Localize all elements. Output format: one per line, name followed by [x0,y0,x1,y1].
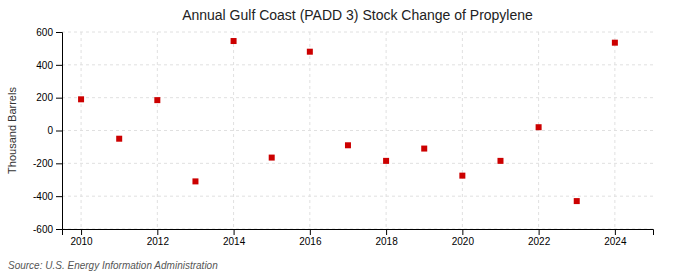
x-axis-tick: 2020 [452,229,475,247]
y-axis-tick: 0 [47,125,62,136]
grid [62,32,653,229]
y-axis-tick: -200 [33,158,62,169]
x-axis-tick-label: 2012 [147,236,170,247]
x-axis-tick-mark [81,229,82,235]
point [78,96,84,102]
point [383,158,389,164]
x-axis-tick-mark [310,229,311,235]
y-axis-tick-mark [56,98,62,99]
title: Annual Gulf Coast (PADD 3) Stock Change … [182,7,533,23]
x-axis-tick-mark [234,229,235,235]
y-axis-tick-label: 600 [36,27,53,38]
x-axis-tick-label: 2018 [375,236,398,247]
x-axis-tick: 2024 [604,229,627,247]
x-axis-tick: 2012 [147,229,170,247]
grid-line-y [62,32,653,33]
point [612,40,618,46]
x-axis-tick: 2014 [223,229,246,247]
y-axis-tick-mark [56,65,62,66]
y-axis-tick: -600 [33,224,62,235]
point [154,97,160,103]
x-axis-tick: 2010 [70,229,93,247]
grid-line-y [62,97,653,98]
x-axis-tick-label: 2010 [70,236,93,247]
y-axis-tick-mark [56,163,62,164]
x-axis-tick-mark [386,229,387,235]
point [421,146,427,152]
y-axis-tick: -400 [33,191,62,202]
grid-line-y [62,130,653,131]
annotation: Source: U.S. Energy Information Administ… [8,260,218,271]
grid-line-y [62,163,653,164]
x-axis-tick-label: 2022 [528,236,551,247]
y-axis-tick: 200 [36,92,62,103]
chart: 2010 2012 2014 2016 2018 2020 2022 2024 -600 -400… [0,0,675,275]
y-axis-tick-label: 400 [36,60,53,71]
y-axis-tick-label: -200 [33,158,53,169]
x-axis-tick: 2022 [528,229,551,247]
y-axis: -600 -400 -200 0 200 400 600 [33,27,63,235]
x-axis-tick: 2018 [375,229,398,247]
y-axis-tick-mark [56,131,62,132]
point [574,198,580,204]
y-axis-title: Thousand Barrels [6,87,18,174]
y-axis-tick-mark [56,229,62,230]
x-axis-tick-label: 2016 [299,236,322,247]
grid-line-x [462,32,463,229]
x-axis-tick-mark [462,229,463,235]
x-axis-tick-label: 2024 [604,236,627,247]
y-axis-tick-label: 0 [47,125,53,136]
point [459,173,465,179]
y-axis-tick-mark [56,32,62,33]
grid-line-y [62,196,653,197]
y-axis-tick-mark [56,196,62,197]
point [231,38,237,44]
point [536,124,542,130]
point [345,142,351,148]
x-axis-tick-mark [539,229,540,235]
x-axis-tick-mark [615,229,616,235]
x-axis-tick: 2016 [299,229,322,247]
y-axis-line [56,33,63,230]
point [497,158,503,164]
point [269,155,275,161]
grid-line-x [233,32,234,229]
y-axis-tick: 600 [36,27,62,38]
grid-line-y [62,64,653,65]
y-axis-tick-label: -600 [33,224,53,235]
points [78,38,618,204]
point [116,136,122,142]
plot: 2010 2012 2014 2016 2018 2020 2022 2024 -600 -400… [33,27,654,247]
x-axis-line [63,230,654,236]
point [307,49,313,55]
y-axis-tick: 400 [36,60,62,71]
x-axis-tick-mark [157,229,158,235]
grid-line-x [157,32,158,229]
x-axis-tick-label: 2014 [223,236,246,247]
x-axis-tick-label: 2020 [452,236,475,247]
y-axis-tick-label: -400 [33,191,53,202]
point [192,178,198,184]
y-axis-tick-label: 200 [36,92,53,103]
x-axis: 2010 2012 2014 2016 2018 2020 2022 2024 [63,229,654,247]
